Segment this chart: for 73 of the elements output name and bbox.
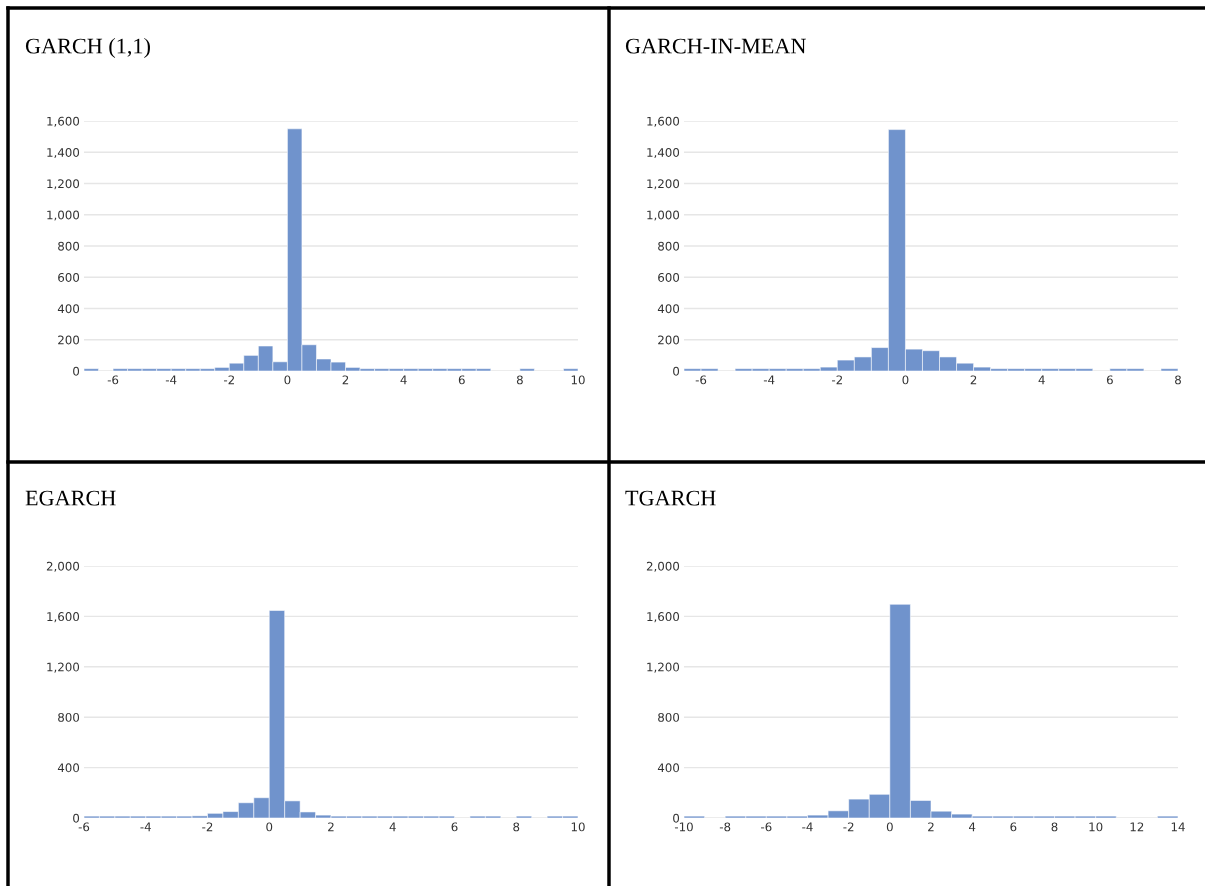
x-tick-label: 2 xyxy=(342,375,349,385)
y-tick-label: 600 xyxy=(658,272,680,282)
x-tick-label: 8 xyxy=(1051,822,1058,832)
y-tick-label: 800 xyxy=(658,712,680,722)
x-tick-label: -8 xyxy=(719,822,731,832)
x-tick-label: 4 xyxy=(968,822,976,832)
x-tick-label: 4 xyxy=(400,375,407,385)
x-tick-label: 6 xyxy=(1106,375,1113,385)
x-tick-label: -2 xyxy=(843,822,854,832)
y-tick-label: 1,200 xyxy=(47,662,80,673)
x-tick-label: 10 xyxy=(571,375,585,385)
y-tick-label: 0 xyxy=(73,813,80,823)
y-tick-label: 0 xyxy=(673,813,680,823)
x-tick-label: -4 xyxy=(802,822,813,832)
y-tick-label: 1,400 xyxy=(47,147,80,159)
y-tick-label: 800 xyxy=(658,241,680,251)
y-tick-label: 1,000 xyxy=(647,210,680,221)
y-tick-label: 1,200 xyxy=(47,179,80,190)
y-tick-label: 800 xyxy=(58,241,80,251)
x-tick-label: -4 xyxy=(165,375,177,385)
x-tick-label: 8 xyxy=(516,375,523,385)
x-tick-label: -10 xyxy=(674,822,693,832)
y-tick-label: 1,600 xyxy=(47,116,80,127)
y-tick-label: 200 xyxy=(658,335,680,345)
chart-title: GARCH-IN-MEAN xyxy=(625,38,806,54)
x-tick-label: 2 xyxy=(928,822,934,832)
y-tick-label: 2,000 xyxy=(646,561,680,572)
x-tick-label: 0 xyxy=(284,375,291,385)
y-tick-label: 400 xyxy=(657,763,680,773)
x-tick-label: 2 xyxy=(970,375,977,385)
x-tick-label: -2 xyxy=(223,375,234,385)
x-tick-label: 8 xyxy=(1175,375,1181,385)
y-tick-label: 0 xyxy=(673,366,680,376)
x-tick-label: 0 xyxy=(266,822,273,832)
y-tick-label: 800 xyxy=(58,712,80,722)
x-tick-label: -6 xyxy=(78,822,90,832)
y-tick-label: 1,000 xyxy=(47,210,80,221)
x-tick-label: -6 xyxy=(107,375,119,385)
chart-title: GARCH (1,1) xyxy=(25,37,150,59)
y-tick-label: 1,400 xyxy=(647,147,680,159)
x-tick-label: 2 xyxy=(328,822,334,832)
y-tick-label: 2,000 xyxy=(46,561,80,572)
chart-title: EGARCH xyxy=(25,490,116,506)
y-tick-label: 1,200 xyxy=(647,179,680,190)
x-tick-label: -2 xyxy=(202,822,213,832)
y-tick-label: 1,600 xyxy=(47,612,80,623)
x-tick-label: -6 xyxy=(695,375,707,385)
y-tick-label: 200 xyxy=(58,335,80,345)
x-tick-label: 6 xyxy=(458,375,465,385)
y-tick-label: 0 xyxy=(73,366,80,376)
y-tick-label: 600 xyxy=(58,272,80,282)
x-tick-label: -6 xyxy=(761,822,772,832)
x-tick-label: 10 xyxy=(1089,822,1103,832)
y-tick-label: 400 xyxy=(57,304,80,314)
x-tick-label: 4 xyxy=(1038,375,1045,385)
x-tick-label: -2 xyxy=(832,375,843,385)
x-tick-label: -4 xyxy=(140,822,151,832)
x-tick-label: 12 xyxy=(1130,822,1144,832)
chart-title: TGARCH xyxy=(625,490,716,506)
x-tick-label: 14 xyxy=(1171,822,1185,832)
y-tick-label: 1,200 xyxy=(647,662,680,673)
x-tick-label: 0 xyxy=(902,375,909,385)
y-tick-label: 400 xyxy=(657,304,680,314)
x-tick-label: 8 xyxy=(513,822,520,832)
y-tick-label: 1,600 xyxy=(647,116,680,127)
x-tick-label: 4 xyxy=(389,822,396,832)
x-tick-label: -4 xyxy=(763,375,775,385)
y-tick-label: 1,600 xyxy=(647,612,680,623)
x-tick-label: 0 xyxy=(886,822,893,832)
x-tick-label: 10 xyxy=(571,822,585,832)
y-tick-label: 400 xyxy=(57,763,80,773)
x-tick-label: 6 xyxy=(451,822,458,832)
x-tick-label: 6 xyxy=(1010,822,1017,832)
